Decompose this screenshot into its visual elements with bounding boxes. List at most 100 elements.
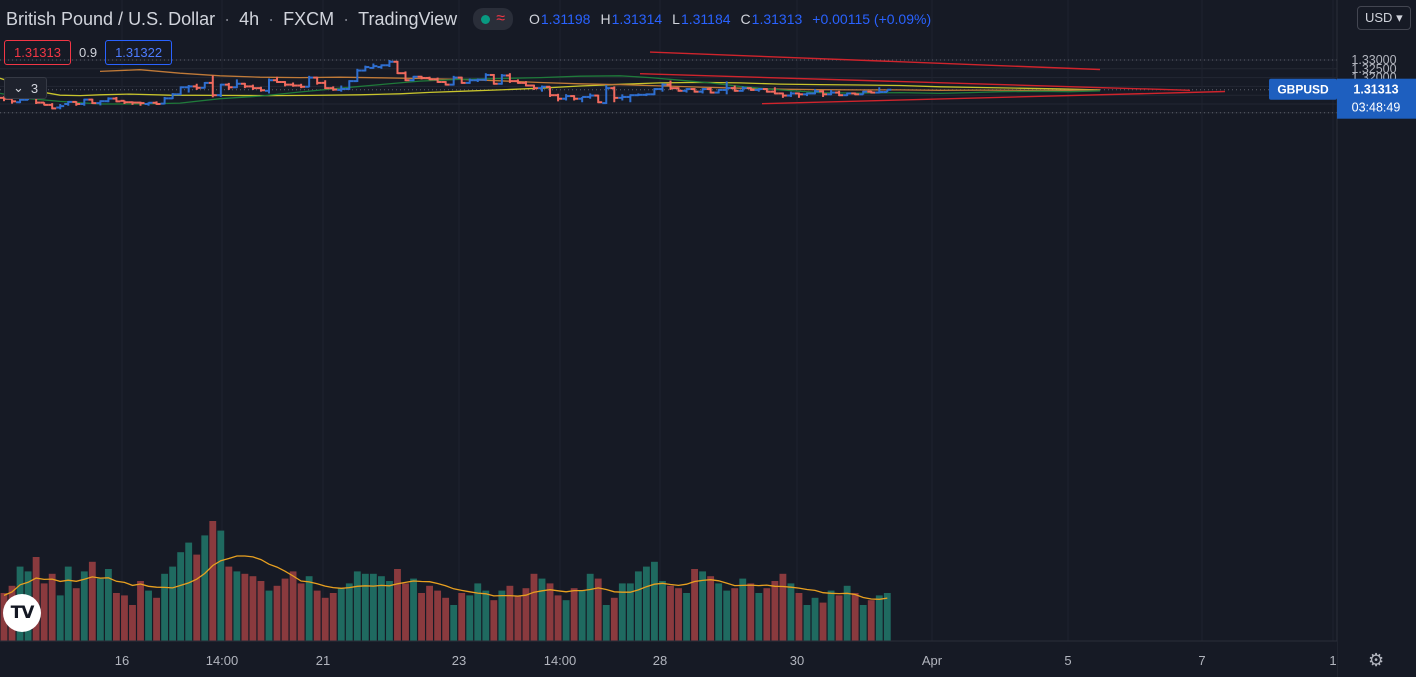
ohlc-bar: [240, 82, 249, 89]
time-tick-label: 23: [452, 653, 466, 668]
ohlc-bar: [658, 83, 667, 92]
volume-bar: [474, 583, 482, 641]
ohlc-bar: [184, 84, 193, 93]
ohlc-bar: [819, 90, 828, 97]
ohlc-bar: [722, 81, 731, 95]
volume-bar: [538, 578, 546, 641]
ohlc-bar: [690, 88, 699, 93]
volume-bar: [875, 595, 883, 641]
volume-bar: [707, 576, 715, 641]
volume-bar: [699, 571, 707, 641]
chevron-down-icon: ▾: [1396, 10, 1403, 25]
volume-bar: [859, 605, 867, 641]
time-tick-label: 21: [316, 653, 330, 668]
ohlc-bar: [497, 74, 506, 85]
ohlc-bar: [554, 93, 563, 102]
volume-bar: [659, 581, 666, 641]
volume-bar: [233, 571, 241, 641]
ohlc-bar: [200, 81, 209, 89]
ohlc-bar: [642, 93, 651, 97]
volume-bar: [353, 571, 361, 641]
ohlc-value: 1.31314: [611, 11, 663, 27]
volume-bar: [185, 542, 193, 641]
volume-bar: [466, 595, 474, 641]
ohlc-bar: [72, 100, 81, 106]
separator-dot: ·: [343, 8, 350, 29]
trendline: [639, 73, 1191, 91]
ohlc-bar: [867, 90, 876, 94]
volume-bar: [691, 569, 698, 641]
ohlc-bar: [425, 76, 434, 81]
ohlc-bar: [393, 60, 402, 75]
ohlc-bar: [337, 85, 346, 92]
trendline: [761, 90, 1226, 105]
currency-select[interactable]: USD ▾: [1357, 6, 1411, 30]
volume-bar: [819, 602, 827, 641]
volume-bar: [755, 593, 763, 641]
volume-bar: [747, 583, 755, 641]
ohlc-bar: [361, 65, 370, 72]
ohlc-bar: [570, 95, 579, 101]
volume-bar: [225, 566, 233, 641]
ohlc-bar: [594, 94, 603, 104]
volume-bar: [394, 569, 401, 641]
volume-bar: [169, 566, 177, 641]
ohlc-bar: [281, 81, 290, 87]
volume-bar: [402, 583, 409, 641]
ohlc-bar: [883, 88, 892, 94]
interval[interactable]: 4h: [239, 8, 260, 29]
ohlc-bar: [666, 80, 675, 90]
ohlc-bar: [786, 91, 795, 97]
moving-averages: [0, 69, 1101, 105]
last-price-label: GBPUSD 1.31313 03:48:49: [1269, 78, 1416, 119]
volume-bar: [634, 571, 642, 641]
gear-icon[interactable]: ⚙: [1368, 650, 1385, 670]
volume-bar: [715, 583, 723, 641]
ohlc-bar: [827, 89, 836, 96]
price-tick-label: 1.33000: [1351, 53, 1396, 67]
time-axis-background: [0, 641, 1337, 677]
ohlc-bar: [778, 92, 787, 98]
ohlc-bar: [136, 101, 145, 106]
change-value: +0.00115 (+0.09%): [812, 11, 932, 27]
symbol-name[interactable]: British Pound / U.S. Dollar: [6, 8, 216, 29]
time-axis[interactable]: 16 14:00 21 23 14:00 28 30 Apr 5 7 1: [0, 640, 1337, 677]
volume-bar: [827, 590, 835, 641]
buy-button[interactable]: 1.31322: [105, 40, 173, 65]
volume-bar: [779, 573, 787, 641]
time-tick-label: 14:00: [206, 653, 239, 668]
volume-bar: [514, 595, 522, 641]
volume-bar: [570, 588, 578, 641]
ohlc-bar: [224, 82, 233, 90]
ohlc-bar: [602, 84, 611, 105]
ohlc-bar: [248, 84, 257, 90]
volume-bar: [161, 573, 169, 641]
volume-bar: [410, 578, 417, 641]
volume-bar: [723, 590, 731, 641]
volume-bar: [193, 554, 201, 641]
moving-average-line: [0, 75, 1101, 105]
ohlc-bar: [329, 86, 338, 91]
indicators-toggle[interactable]: ⌄ 3: [4, 77, 48, 99]
ohlc-bar: [465, 78, 474, 84]
sell-button[interactable]: 1.31313: [4, 40, 71, 65]
volume-bar: [113, 593, 120, 641]
volume-bar: [209, 521, 217, 641]
volume-bar: [602, 605, 610, 641]
market-status[interactable]: ≈: [473, 8, 513, 30]
time-tick-label: 16: [115, 653, 129, 668]
ohlc-bar: [80, 98, 89, 106]
volume-bar: [145, 590, 152, 641]
trendlines[interactable]: [639, 51, 1226, 105]
separator-dot: ·: [268, 8, 275, 29]
ohlc-bar: [843, 92, 852, 97]
volume-bar: [835, 595, 843, 641]
ohlc-bar: [409, 75, 418, 82]
ohlc-bar: [96, 100, 105, 106]
moving-average-line: [99, 69, 1101, 91]
ohlc-bar: [457, 76, 466, 84]
volume-bar: [241, 573, 249, 641]
tradingview-logo[interactable]: TV: [3, 594, 41, 632]
